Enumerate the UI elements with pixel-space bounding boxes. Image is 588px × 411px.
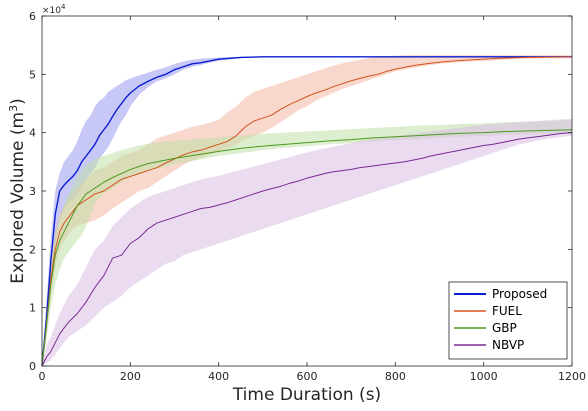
y-tick-label: 1 bbox=[29, 302, 36, 315]
y-axis-label-close: ) bbox=[8, 98, 28, 105]
y-multiplier: ×104 bbox=[42, 3, 66, 16]
legend-label-fuel: FUEL bbox=[492, 304, 522, 318]
x-tick-label: 0 bbox=[39, 370, 46, 383]
series-line-fuel bbox=[41, 56, 573, 367]
y-multiplier-exponent: 4 bbox=[61, 3, 66, 11]
legend-label-gbp: GBP bbox=[492, 321, 517, 335]
series-line-nbvp bbox=[41, 132, 573, 367]
x-tick-label: 800 bbox=[385, 370, 406, 383]
y-tick-label: 0 bbox=[29, 360, 36, 373]
series-lines bbox=[41, 56, 573, 367]
axis-ticks: 0 200 400 600 800 1000 1200 0 1 2 3 4 5 6 bbox=[29, 10, 586, 383]
x-tick-label: 600 bbox=[297, 370, 318, 383]
y-axis-label: Explored Volume (m3) bbox=[7, 98, 28, 283]
series-line-gbp bbox=[41, 129, 573, 367]
legend-label-nbvp: NBVP bbox=[492, 338, 524, 352]
x-axis-label: Time Duration (s) bbox=[232, 385, 381, 405]
y-tick-label: 3 bbox=[29, 185, 36, 198]
y-axis-label-superscript: 3 bbox=[7, 105, 20, 112]
legend-label-proposed: Proposed bbox=[492, 287, 547, 301]
band-nbvp bbox=[42, 118, 572, 367]
x-tick-label: 1000 bbox=[470, 370, 498, 383]
x-tick-label: 400 bbox=[208, 370, 229, 383]
y-axis-label-main: Explored Volume (m bbox=[8, 112, 28, 284]
series-line-proposed bbox=[41, 56, 572, 367]
x-tick-label: 200 bbox=[120, 370, 141, 383]
x-tick-label: 1200 bbox=[558, 370, 586, 383]
confidence-bands bbox=[42, 55, 572, 367]
y-tick-label: 6 bbox=[29, 10, 36, 23]
legend: Proposed FUEL GBP NBVP bbox=[448, 281, 568, 360]
y-multiplier-base: ×10 bbox=[42, 6, 61, 16]
y-tick-label: 5 bbox=[29, 68, 36, 81]
y-tick-label: 2 bbox=[29, 243, 36, 256]
band-fuel bbox=[42, 55, 572, 366]
y-tick-label: 4 bbox=[29, 127, 36, 140]
